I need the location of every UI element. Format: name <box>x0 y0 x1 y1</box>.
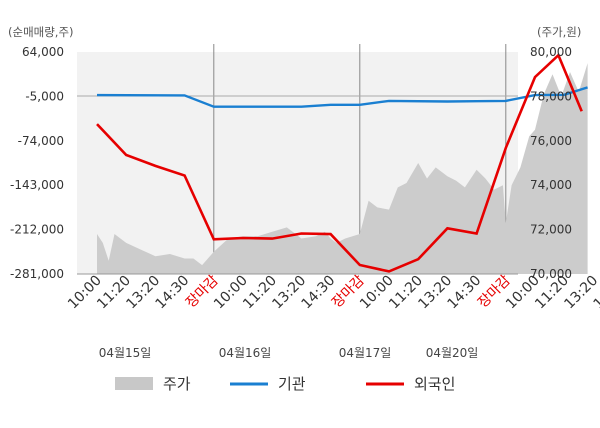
date-label: 04월20일 <box>426 346 479 360</box>
left-tick-label: 64,000 <box>22 45 64 59</box>
right-tick-label: 80,000 <box>530 45 572 59</box>
foreign-line-series <box>96 52 583 273</box>
x-axis-ticks: 10:0011:2013:2014:30장마감10:0011:2013:2014… <box>65 272 600 312</box>
legend-institution-label: 기관 <box>278 375 306 393</box>
right-axis-ticks: 80,000 78,000 76,000 74,000 72,000 70,000 <box>530 45 572 281</box>
x-tick-label: 14:30 <box>445 273 485 313</box>
legend: 주가 기관 외국인 <box>115 375 455 393</box>
right-tick-label: 72,000 <box>530 223 572 237</box>
date-label: 04월16일 <box>219 346 272 360</box>
legend-price-swatch <box>115 377 153 390</box>
left-tick-label: -143,000 <box>10 178 64 192</box>
right-tick-label: 74,000 <box>530 178 572 192</box>
left-tick-label: -5,000 <box>25 89 64 103</box>
right-tick-label: 78,000 <box>530 89 572 103</box>
left-tick-label: -74,000 <box>18 134 64 148</box>
date-label: 04월17일 <box>339 346 392 360</box>
legend-price-label: 주가 <box>163 375 191 393</box>
left-axis-ticks: 64,000 -5,000 -74,000 -143,000 -212,000 -281,… <box>10 45 64 281</box>
x-tick-label: 14:30 <box>299 273 339 313</box>
x-tick-label: 14:30 <box>153 273 193 313</box>
date-labels: 04월15일 04월16일 04월17일 04월20일 <box>99 346 479 360</box>
right-tick-label: 70,000 <box>530 267 572 281</box>
left-tick-label: -212,000 <box>10 223 64 237</box>
legend-foreign-label: 외국인 <box>414 375 455 393</box>
left-axis-unit: (순매매량,주) <box>8 25 74 39</box>
price-area-series <box>97 63 588 274</box>
right-axis-unit: (주가,원) <box>537 25 581 39</box>
right-tick-label: 76,000 <box>530 134 572 148</box>
institution-line-series <box>96 86 588 108</box>
left-tick-label: -281,000 <box>10 267 64 281</box>
date-label: 04월15일 <box>99 346 152 360</box>
